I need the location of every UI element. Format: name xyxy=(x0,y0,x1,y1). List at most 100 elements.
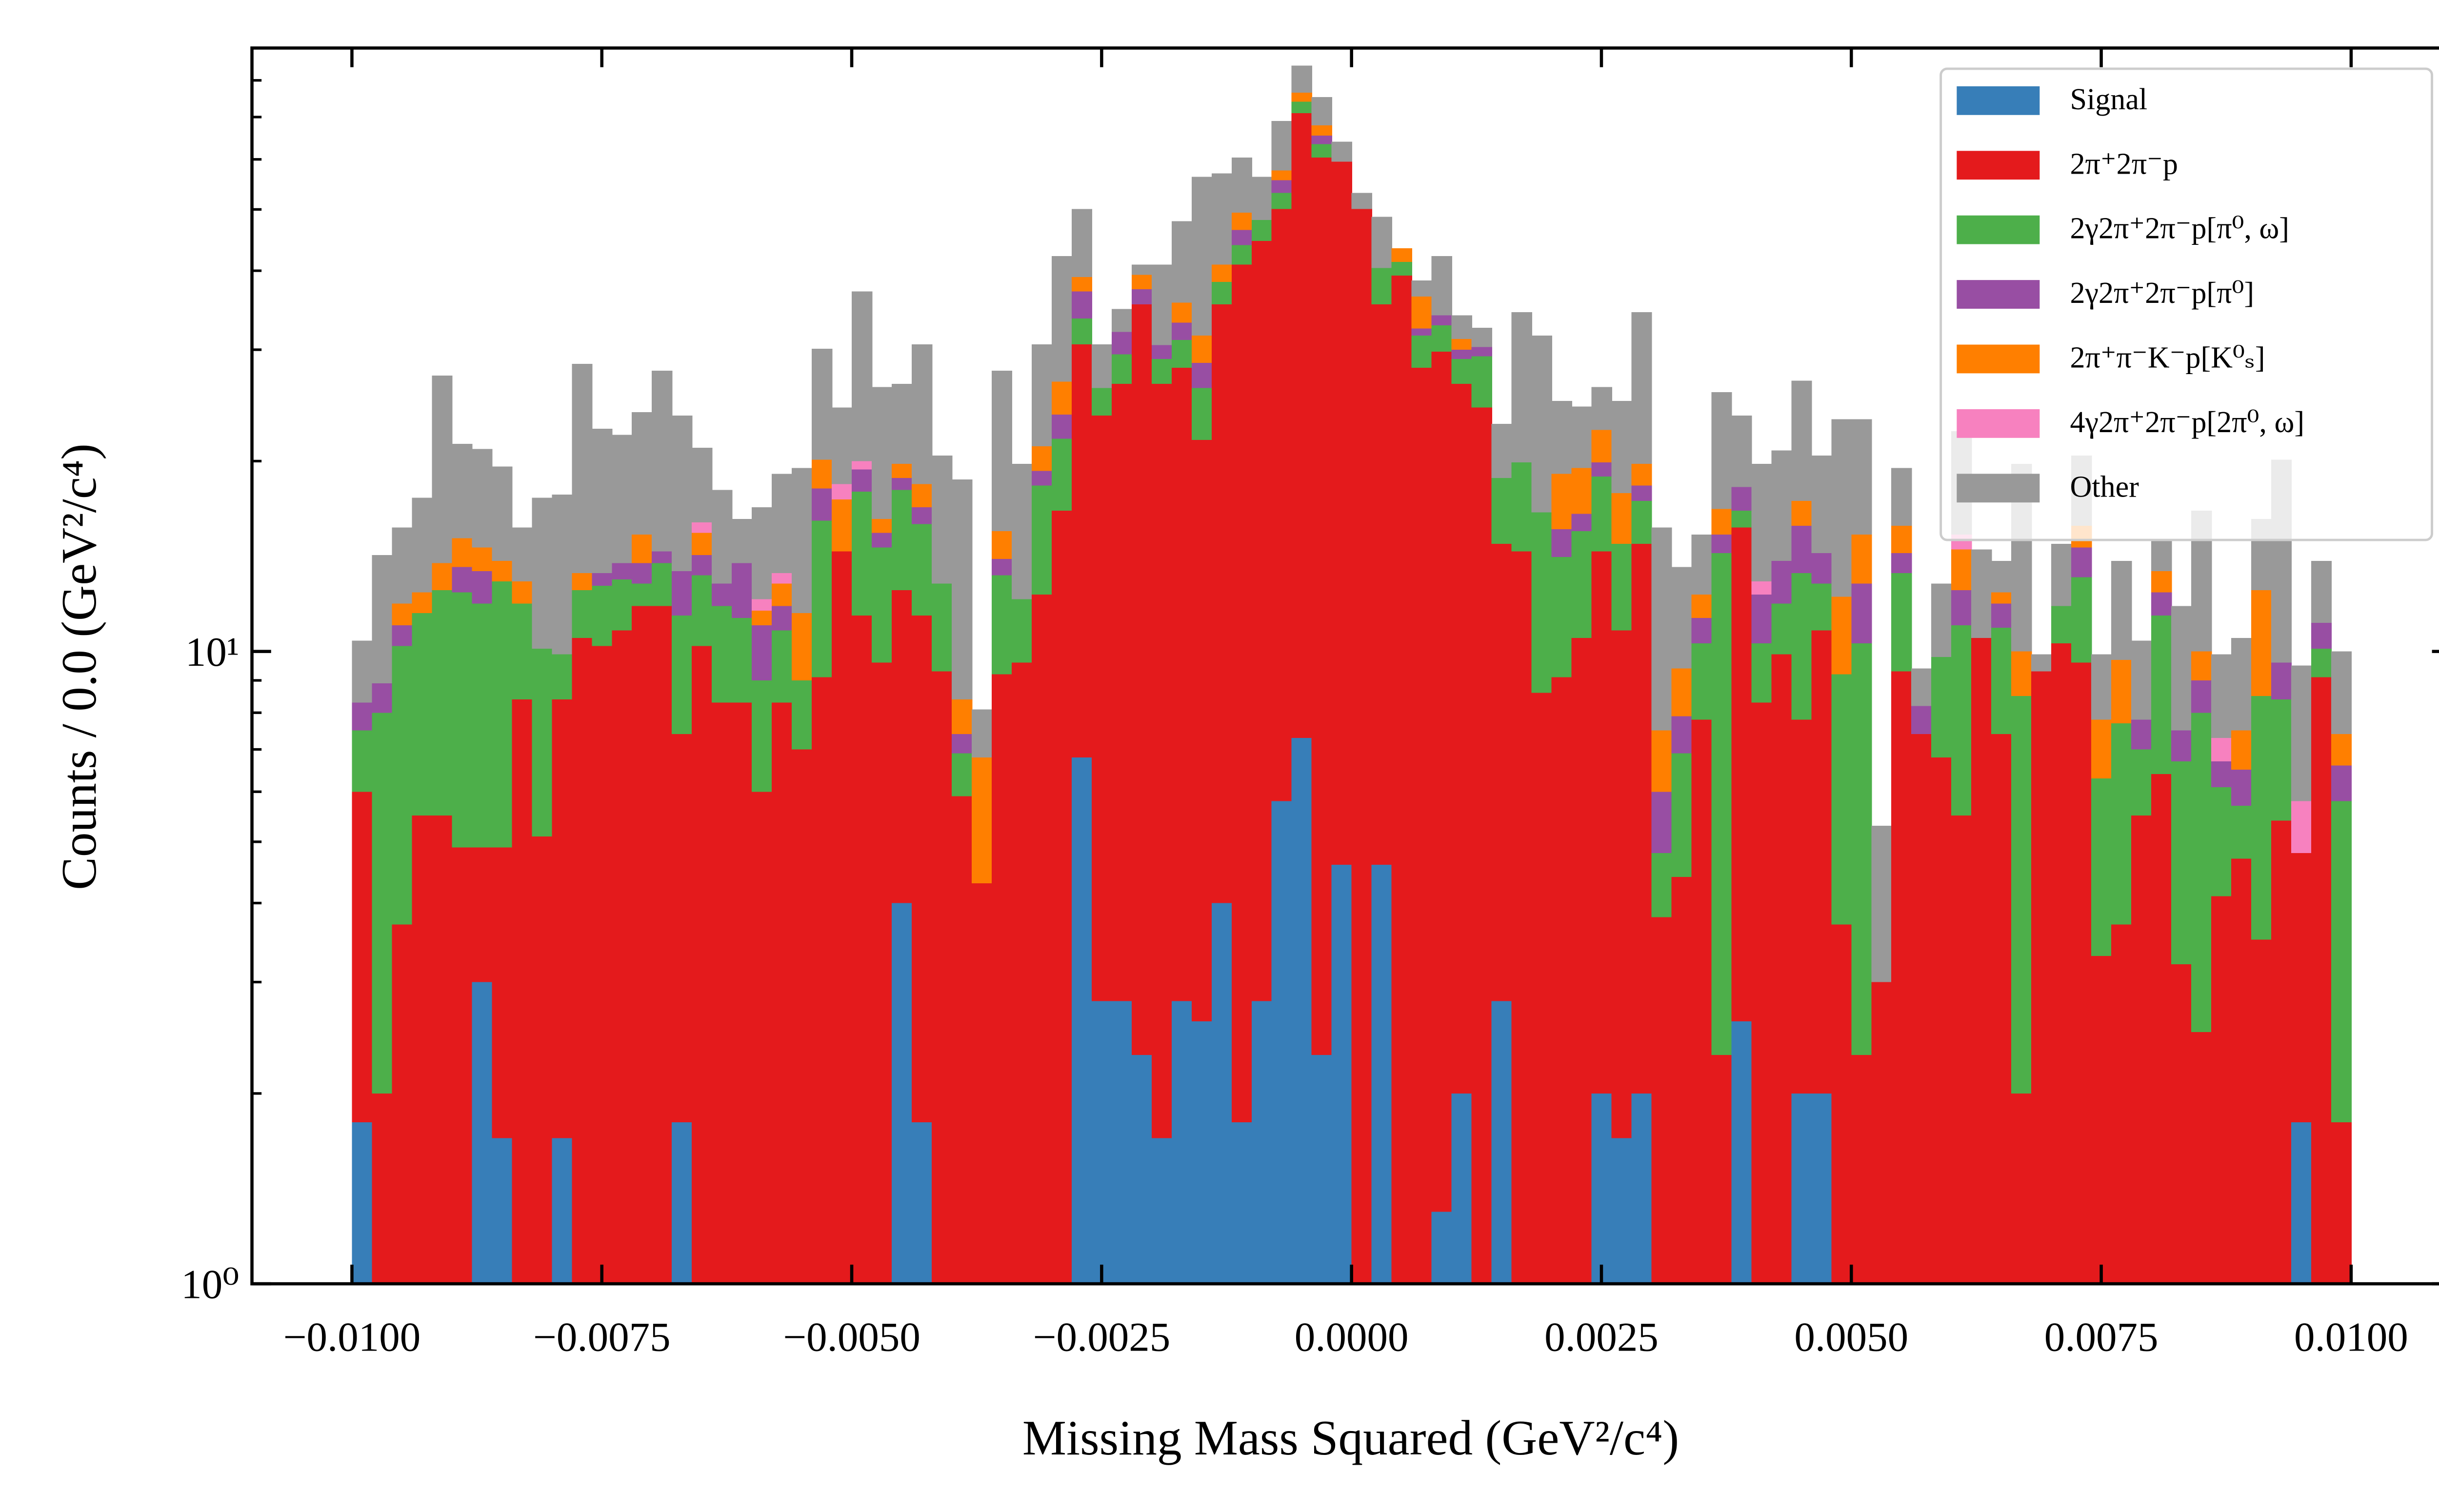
histogram-bar xyxy=(1431,315,1452,325)
histogram-bar xyxy=(1751,464,1772,582)
histogram-bar xyxy=(1631,485,1652,501)
histogram-bar xyxy=(2331,651,2352,735)
x-tick-label: −0.0075 xyxy=(533,1314,671,1360)
histogram-bar xyxy=(832,484,853,499)
histogram-bar xyxy=(1791,1093,1812,1284)
histogram-bar xyxy=(1451,338,1472,350)
histogram-bar xyxy=(492,466,513,561)
histogram-bar xyxy=(392,646,413,925)
plot-frame xyxy=(250,46,2439,1286)
histogram-bar xyxy=(1471,347,1492,357)
histogram-bar xyxy=(1191,440,1213,1022)
histogram-bar xyxy=(812,459,833,489)
histogram-bar xyxy=(392,625,413,646)
histogram-bar xyxy=(1451,350,1472,359)
histogram-bar xyxy=(2291,665,2312,801)
histogram-bar xyxy=(1291,92,1313,102)
histogram-bar xyxy=(412,592,433,613)
histogram-bar xyxy=(1631,501,1652,544)
histogram-bar xyxy=(632,412,653,535)
histogram-bar xyxy=(1511,551,1532,1284)
histogram-bar xyxy=(812,349,833,460)
histogram-bar xyxy=(1231,1122,1253,1284)
histogram-bar xyxy=(1231,264,1253,1123)
histogram-bar xyxy=(2171,730,2192,762)
histogram-bar xyxy=(632,606,653,1284)
histogram-bar xyxy=(1731,510,1752,528)
histogram-bar xyxy=(1431,256,1452,316)
histogram-bar xyxy=(1111,309,1133,332)
histogram-bar xyxy=(432,590,453,816)
legend-label: 4γ2π⁺2π⁻p[2π⁰, ω] xyxy=(2070,406,2304,439)
histogram-bar xyxy=(1391,262,1412,276)
histogram-bar xyxy=(1131,304,1153,1055)
histogram-bar xyxy=(772,474,793,574)
legend-swatch xyxy=(1957,409,2040,438)
histogram-bar xyxy=(1251,240,1273,1001)
histogram-bar xyxy=(1411,280,1432,297)
histogram-bar xyxy=(712,490,733,584)
histogram-bar xyxy=(1631,1093,1652,1284)
histogram-bar xyxy=(1811,456,1832,554)
histogram-bar xyxy=(772,573,793,584)
histogram-bar xyxy=(1971,638,1992,1284)
histogram-bar xyxy=(872,662,893,1284)
histogram-bar xyxy=(951,699,973,735)
histogram-bar xyxy=(1891,553,1912,574)
histogram-bar xyxy=(1071,277,1093,292)
histogram-bar xyxy=(1451,383,1472,1094)
histogram-bar xyxy=(1911,706,1932,735)
histogram-bar xyxy=(1811,1093,1832,1284)
histogram-bar xyxy=(2111,924,2132,1284)
histogram-bar xyxy=(2111,561,2132,660)
histogram-bar xyxy=(1531,335,1552,513)
histogram-bar xyxy=(1211,264,1233,282)
histogram-bar xyxy=(2211,896,2232,1284)
histogram-bar xyxy=(1871,826,1892,982)
histogram-bar xyxy=(1731,1021,1752,1284)
histogram-bar xyxy=(872,387,893,519)
histogram-bar xyxy=(592,646,613,1284)
histogram-bar xyxy=(1271,180,1293,193)
histogram-bar xyxy=(1411,335,1432,368)
legend: Signal 2π⁺2π⁻p 2γ2π⁺2π⁻p[π⁰, ω] 2γ2π⁺2π⁻p[π… xyxy=(1939,67,2434,541)
histogram-bar xyxy=(2051,643,2072,1284)
histogram-bar xyxy=(2271,699,2292,821)
histogram-bar xyxy=(1711,1055,1732,1284)
histogram-bar xyxy=(1171,1001,1193,1284)
histogram-bar xyxy=(1971,549,1992,638)
histogram-bar xyxy=(832,407,853,484)
histogram-bar xyxy=(1531,512,1552,693)
histogram-bar xyxy=(1111,354,1133,384)
histogram-bar xyxy=(2331,1122,2352,1284)
histogram-bar xyxy=(1231,213,1253,230)
histogram-bar xyxy=(2071,577,2092,663)
histogram-bar xyxy=(772,630,793,703)
histogram-bar xyxy=(1631,464,1652,486)
histogram-bar xyxy=(1651,917,1672,1284)
histogram-bar xyxy=(432,816,453,1284)
histogram-bar xyxy=(1551,557,1572,677)
histogram-bar xyxy=(2131,640,2152,720)
histogram-bar xyxy=(1851,535,1872,584)
histogram-bar xyxy=(872,533,893,548)
histogram-bar xyxy=(592,586,613,646)
histogram-bar xyxy=(1611,630,1632,1138)
x-tick-label: −0.0025 xyxy=(1033,1314,1171,1360)
histogram-bar xyxy=(2211,737,2232,762)
histogram-bar xyxy=(892,383,913,464)
histogram-bar xyxy=(2291,853,2312,1123)
histogram-bar xyxy=(2011,696,2032,1094)
histogram-bar xyxy=(1051,510,1073,1284)
histogram-bar xyxy=(1071,757,1093,1284)
histogram-bar xyxy=(1551,529,1572,557)
histogram-bar xyxy=(592,573,613,586)
histogram-bar xyxy=(692,646,713,1284)
histogram-bar xyxy=(1311,144,1332,158)
histogram-bar xyxy=(372,555,393,684)
histogram-bar xyxy=(672,615,693,735)
histogram-bar xyxy=(1271,170,1293,180)
histogram-bar xyxy=(1331,141,1352,162)
histogram-bar xyxy=(1571,638,1592,1284)
